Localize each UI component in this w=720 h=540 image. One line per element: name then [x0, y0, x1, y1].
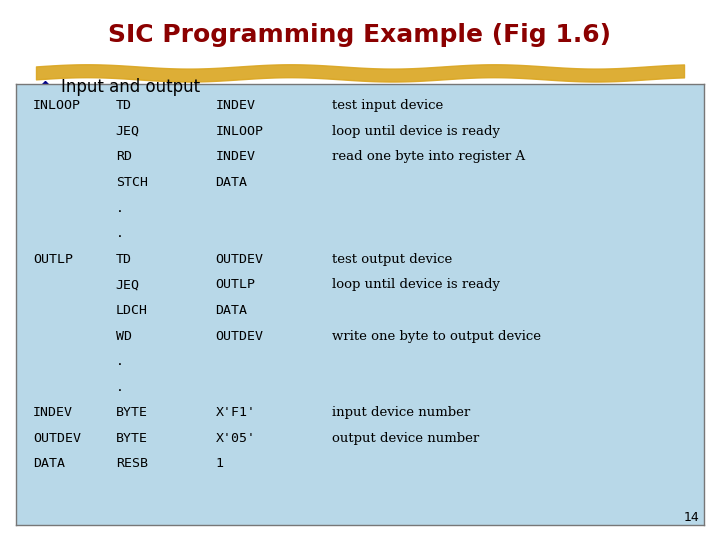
Text: 14: 14 [684, 511, 700, 524]
Text: OUTDEV: OUTDEV [215, 329, 264, 342]
Text: DATA: DATA [215, 176, 248, 189]
Text: BYTE: BYTE [116, 406, 148, 420]
Text: test input device: test input device [333, 99, 444, 112]
Text: TD: TD [116, 253, 132, 266]
Text: X'05': X'05' [215, 432, 256, 445]
Text: JEQ: JEQ [116, 125, 140, 138]
Text: LDCH: LDCH [116, 304, 148, 317]
Text: STCH: STCH [116, 176, 148, 189]
Text: INDEV: INDEV [215, 151, 256, 164]
Text: RD: RD [116, 151, 132, 164]
Text: INLOOP: INLOOP [33, 99, 81, 112]
Text: BYTE: BYTE [116, 432, 148, 445]
Text: INLOOP: INLOOP [215, 125, 264, 138]
Text: OUTLP: OUTLP [215, 279, 256, 292]
Text: test output device: test output device [333, 253, 453, 266]
Text: .: . [116, 381, 124, 394]
Text: Input and output: Input and output [61, 78, 200, 97]
Text: SIC Programming Example (Fig 1.6): SIC Programming Example (Fig 1.6) [109, 23, 611, 47]
Text: JEQ: JEQ [116, 279, 140, 292]
Text: .: . [116, 201, 124, 214]
Text: output device number: output device number [333, 432, 480, 445]
Text: loop until device is ready: loop until device is ready [333, 125, 500, 138]
Text: TD: TD [116, 99, 132, 112]
Text: .: . [116, 355, 124, 368]
Text: 1: 1 [215, 457, 223, 470]
Text: loop until device is ready: loop until device is ready [333, 279, 500, 292]
Text: OUTDEV: OUTDEV [215, 253, 264, 266]
Text: X'F1': X'F1' [215, 406, 256, 420]
Text: RESB: RESB [116, 457, 148, 470]
Text: DATA: DATA [215, 304, 248, 317]
Text: OUTDEV: OUTDEV [33, 432, 81, 445]
Text: input device number: input device number [333, 406, 471, 420]
Text: read one byte into register A: read one byte into register A [333, 151, 526, 164]
Text: .: . [116, 227, 124, 240]
Text: INDEV: INDEV [33, 406, 73, 420]
Text: write one byte to output device: write one byte to output device [333, 329, 541, 342]
Text: INDEV: INDEV [215, 99, 256, 112]
Text: WD: WD [116, 329, 132, 342]
Text: OUTLP: OUTLP [33, 253, 73, 266]
Text: DATA: DATA [33, 457, 65, 470]
